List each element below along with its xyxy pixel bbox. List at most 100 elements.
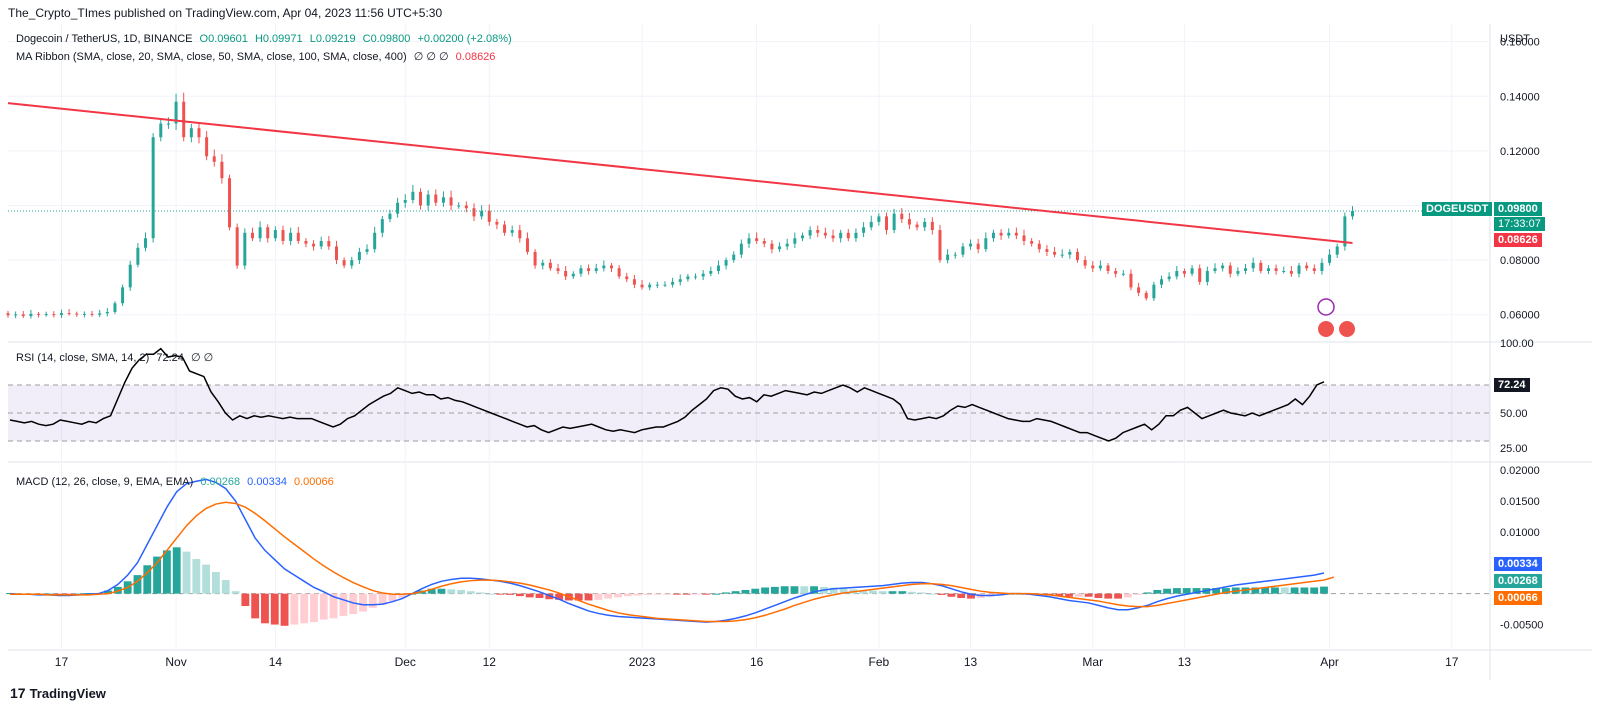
candle-body [617,268,621,277]
macd-histogram-bar [202,564,211,594]
x-tick-label: Dec [395,655,416,669]
candle-body [472,208,476,217]
candle-body [159,123,163,138]
macd-histogram-bar [162,550,171,594]
candle-body [625,276,629,280]
rsi-legend-tail: ∅ ∅ [190,352,214,364]
macd-histogram-bar [1271,587,1279,594]
candle-body [1320,262,1324,272]
candle-body [548,262,552,269]
macd-histogram-bar [614,593,622,598]
macd-histogram-bar [653,593,662,595]
macd-histogram-bar [172,547,181,594]
macd-histogram-bar [1065,593,1073,597]
candle-body [525,238,529,252]
candle-body [205,137,209,157]
candle-body [946,254,950,261]
candle-body [930,221,934,231]
macd-legend-v2: 0.00334 [247,476,287,488]
candle-body [976,243,980,250]
candle-body [1022,235,1026,241]
candle-body [1198,268,1202,282]
ohlc-change: +0.00200 (+2.08%) [417,33,512,45]
candle-body [419,191,423,206]
candle-body [1205,271,1209,282]
macd-tick-label: 0.01500 [1500,496,1540,508]
ma-value: 0.08626 [455,51,496,63]
candle-body [197,128,201,138]
macd-histogram-bar [192,559,201,594]
candle-body [1289,271,1293,274]
macd-histogram-bar [908,591,917,594]
macd-histogram-bar [506,593,515,595]
ma-legend: MA Ribbon (SMA, close, 20, SMA, close, 5… [16,50,499,63]
footer-logo[interactable]: 17 TradingView [10,685,106,701]
x-tick-label: 17 [1445,655,1459,669]
macd-histogram-bar [1094,593,1103,598]
candle-body [1350,210,1354,217]
candle-body [441,197,445,203]
candle-body [273,230,277,239]
candle-body [556,268,560,272]
candle-body [67,313,71,315]
candle-body [1282,271,1286,273]
macd-histogram-bar [1320,586,1328,594]
candle-body [991,232,995,239]
candle-body [281,230,285,241]
candle-body [785,243,789,247]
candle-body [709,271,713,274]
macd-histogram-bar [770,586,779,594]
candle-body [915,224,919,228]
macd-histogram-bar [1192,588,1201,594]
macd-histogram-bar [869,590,877,594]
macd-histogram-bar [1074,593,1083,597]
candle-body [380,219,384,233]
candle-body [1121,273,1125,275]
macd-histogram-bar [368,593,377,608]
candle-body [1144,292,1148,299]
macd-histogram-bar [427,588,436,594]
candle-body [319,240,323,247]
candle-body [533,251,537,266]
candle-body [938,230,942,261]
macd-histogram-bar [957,593,966,598]
candle-body [1030,240,1034,244]
macd-histogram-bar [251,593,260,619]
candle-body [1221,265,1225,269]
x-tick-label: 13 [1178,655,1192,669]
candle-body [1236,271,1240,274]
candle-body [686,276,690,280]
macd-histogram-bar [692,593,701,595]
price-tick-label: 0.06000 [1500,310,1540,322]
macd-histogram-bar [447,589,456,594]
macd-histogram-bar [1251,587,1260,594]
macd-legend-text: MACD (12, 26, close, 9, EMA, EMA) [16,476,194,488]
ma-price-tag: 0.08626 [1494,233,1542,247]
macd-histogram-bar [1163,588,1172,594]
candle-body [892,213,896,231]
candle-body [1053,251,1057,255]
candle-body [1129,273,1133,288]
candle-body [1228,265,1232,274]
candle-body [52,314,56,316]
macd-histogram-bar [967,593,975,599]
x-tick-label: 2023 [629,655,656,669]
candle-body [243,232,247,266]
candle-body [1037,243,1041,250]
candle-body [648,284,652,288]
macd-histogram-bar [810,586,819,594]
candle-body [594,268,598,272]
candle-body [44,314,48,316]
candle-body [816,230,820,233]
candle-body [480,210,484,217]
symbol-price-tag: DOGEUSDT [1422,202,1493,216]
macd-histogram-bar [535,593,544,598]
us-flag-event-icon [1318,321,1334,337]
ma-value-tail: ∅ ∅ ∅ [413,51,449,63]
rsi-line [9,347,1325,442]
candle-body [37,313,41,315]
macd-tick-label: 0.02000 [1500,465,1540,477]
candle-body [350,260,354,266]
macd-histogram-bar [1212,588,1221,594]
